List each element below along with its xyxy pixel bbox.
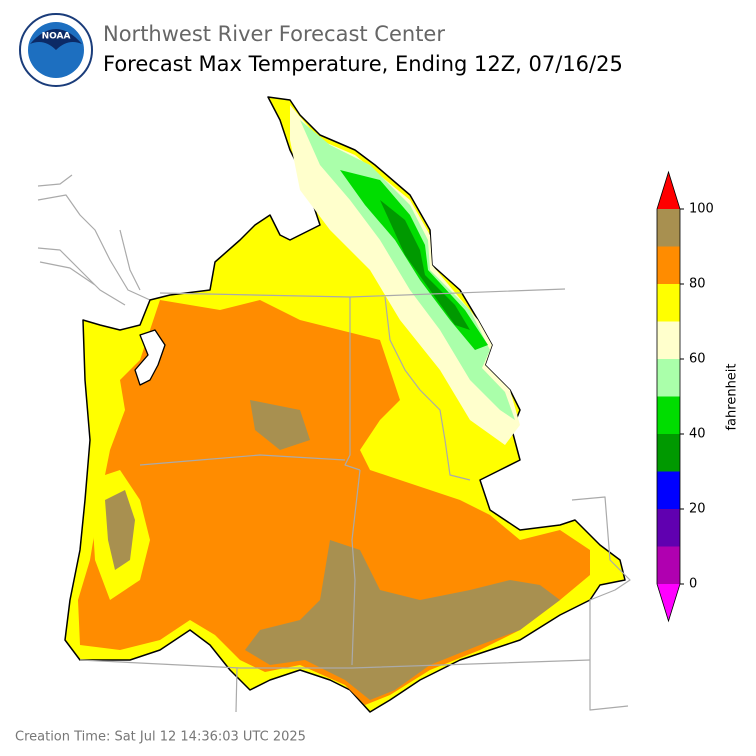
region-dark-green — [380, 200, 470, 330]
colorbar-band — [657, 246, 680, 284]
border-ca-nv — [235, 667, 238, 713]
colorbar-band — [657, 546, 680, 584]
coast-lines — [37, 174, 151, 306]
region-olive-south — [245, 540, 560, 700]
border-wa-id — [344, 297, 361, 471]
logo-text: NOAA — [42, 32, 71, 42]
colorbar-band — [657, 509, 680, 547]
coastline-bc — [37, 174, 151, 306]
colorbar-tick-label: 100 — [689, 202, 714, 217]
map — [37, 96, 631, 713]
subtitle: Forecast Max Temperature, Ending 12Z, 07… — [103, 52, 623, 76]
border-or-id — [351, 469, 361, 666]
colorbar-band — [657, 396, 680, 434]
colorbar: 0 20 40 60 80 100 — [656, 170, 714, 623]
logo: NOAA — [19, 13, 93, 87]
colorbar-tick-label: 40 — [689, 427, 706, 442]
border-id-mt — [384, 296, 471, 481]
colorbar-tick-label: 60 — [689, 352, 706, 367]
colorbar-label: fahrenheit — [725, 363, 740, 430]
colorbar-under — [657, 584, 680, 621]
border-south — [79, 659, 591, 669]
colorbar-band — [657, 471, 680, 509]
logo-sky — [30, 29, 82, 50]
region-olive-west — [105, 490, 135, 570]
colorbar-band — [657, 359, 680, 397]
creation-time: Creation Time: Sat Jul 12 14:36:03 UTC 2… — [15, 730, 306, 745]
colorbar-band — [657, 209, 680, 247]
title: Northwest River Forecast Center — [103, 22, 445, 46]
colorbar-over — [657, 172, 680, 209]
region-olive-north — [250, 400, 310, 450]
state-boundaries — [79, 288, 631, 713]
colorbar-band — [657, 284, 680, 322]
region-light-green — [300, 120, 515, 420]
colorbar-tick-label: 20 — [689, 502, 706, 517]
colorbar-tick-label: 0 — [689, 577, 697, 592]
puget-sound — [134, 329, 166, 386]
border-wa-or — [139, 454, 346, 466]
colorbar-band — [657, 434, 680, 472]
colorbar-band — [657, 321, 680, 359]
border-wy — [571, 496, 631, 711]
colorbar-tick-label: 80 — [689, 277, 706, 292]
